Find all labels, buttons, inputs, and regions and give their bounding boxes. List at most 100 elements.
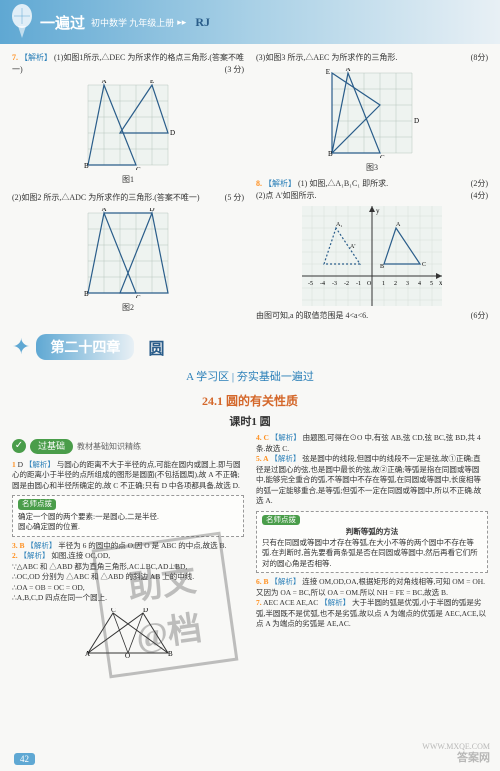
upper-columns: 7. 【解析】 (1)如图1所示,△DEC 为所求作的格点三角形.(答案不唯一)… xyxy=(12,52,488,322)
svg-text:E: E xyxy=(326,68,330,76)
svg-text:C: C xyxy=(136,166,141,170)
chapter-sub: 圆 xyxy=(148,335,164,359)
tip2-title: 判断等弧的方法 xyxy=(262,527,482,538)
br-q5-num: 5. A xyxy=(256,454,269,463)
svg-text:-5: -5 xyxy=(308,281,313,287)
tip-box-2: 名师点拨 判断等弧的方法 只有在同圆或等圆中才存在等弧,在大小不等的两个圆中不存… xyxy=(256,511,488,574)
svg-text:1: 1 xyxy=(382,281,385,287)
q7-number: 7. xyxy=(12,53,18,62)
br-q7-num: 7. xyxy=(256,598,262,607)
watermark-site: 答案网 xyxy=(457,749,490,765)
svg-text:2: 2 xyxy=(394,281,397,287)
svg-text:-2: -2 xyxy=(344,281,349,287)
tip1-header: 名师点拨 xyxy=(18,499,56,510)
svg-text:-4: -4 xyxy=(320,281,325,287)
bl-q1-alabel: 【解析】 xyxy=(25,460,55,469)
q8-part1: (1) 如图,△A₁B₁C₁ 即所求. xyxy=(298,179,388,188)
section-sub: 课时1 圆 xyxy=(12,413,488,429)
bl-q2-alabel: 【解析】 xyxy=(20,551,50,560)
q8-score2: (4分) xyxy=(471,190,488,202)
bl-q2-l2: ∵△ABC 和 △ABD 都为直角三角形,AC⊥BC,AD⊥BD, xyxy=(12,562,244,573)
svg-text:C: C xyxy=(380,154,385,158)
pass-label: 过基础 xyxy=(30,439,73,454)
figure1-box: A E B C D xyxy=(12,80,244,170)
bl-q2-l5: ∴A,B,C,D 四点在同一个圆上. xyxy=(12,593,244,604)
br-q7-alabel: 【解析】 xyxy=(320,598,350,607)
figure3-label: 图3 xyxy=(256,162,488,174)
svg-text:B: B xyxy=(168,650,173,658)
svg-text:C: C xyxy=(422,262,426,268)
right-column: (3)如图3 所示,△AEC 为所求作的三角形. (8分) xyxy=(256,52,488,322)
tip1-line1: 确定一个圆的两个要素:一是圆心,二是半径. xyxy=(18,512,159,521)
bl-q3-num: 3. B xyxy=(12,541,25,550)
br-q4-alabel: 【解析】 xyxy=(271,433,301,442)
svg-text:E: E xyxy=(150,80,154,85)
svg-text:D: D xyxy=(143,608,148,614)
figure1-label: 图1 xyxy=(12,174,244,186)
svg-text:O: O xyxy=(367,281,372,287)
br-q4-num: 4. C xyxy=(256,433,269,442)
svg-text:D: D xyxy=(170,129,175,137)
svg-text:-1: -1 xyxy=(356,281,361,287)
chapter-banner: ✦ 第二十四章 圆 xyxy=(12,334,488,360)
br-q7-arcs: AEC ACE AE,AC xyxy=(263,598,318,607)
svg-text:B: B xyxy=(84,162,89,170)
svg-text:A': A' xyxy=(350,244,355,250)
pass-sub: 教材基础知识精练 xyxy=(77,441,141,452)
balloon-icon xyxy=(8,4,36,40)
bottom-left: ✓ 过基础 教材基础知识精练 1 D 【解析】 与圆心的距离不大于半径的点,可能… xyxy=(12,433,244,662)
tip-box-1: 名师点拨 确定一个圆的两个要素:一是圆心,二是半径. 圆心确定圆的位置. xyxy=(12,495,244,537)
coord-figure: x y O 12 34 5 -1-2 -3-4 -5 A C B A₁ A' xyxy=(256,206,488,306)
q7-part3-text: (3)如图3 所示,△AEC 为所求作的三角形. xyxy=(256,53,397,62)
svg-text:A: A xyxy=(85,650,90,658)
svg-text:C: C xyxy=(136,294,141,298)
bottom-columns: ✓ 过基础 教材基础知识精练 1 D 【解析】 与圆心的距离不大于半径的点,可能… xyxy=(12,433,488,662)
triangle-figure: C D A O B xyxy=(12,608,244,658)
header-title: 一遍过 xyxy=(40,12,85,33)
page-content: 7. 【解析】 (1)如图1所示,△DEC 为所求作的格点三角形.(答案不唯一)… xyxy=(0,44,500,670)
bottom-right: 4. C 【解析】 由题图,可得在⊙O 中,有弦 AB,弦 CD,弦 BC,弦 … xyxy=(256,433,488,662)
svg-text:B: B xyxy=(84,290,89,298)
q8-part2: (2)点 A'如图所示. xyxy=(256,191,317,200)
section-num: 24.1 圆的有关性质 xyxy=(12,392,488,409)
svg-text:A: A xyxy=(396,222,401,228)
svg-text:-3: -3 xyxy=(332,281,337,287)
bl-q2-l4: ∴OA = OB = OC = OD, xyxy=(12,583,244,594)
chapter-title: 第二十四章 xyxy=(36,334,134,360)
page-number: 42 xyxy=(14,753,35,765)
br-q6-alabel: 【解析】 xyxy=(270,577,300,586)
bl-q2-l3: ∴OC,OD 分别为 △ABC 和 △ABD 的斜边 AB 上的中线. xyxy=(12,572,244,583)
q8-score1: (2分) xyxy=(471,178,488,190)
star-icon: ✦ xyxy=(12,334,30,360)
svg-text:x: x xyxy=(439,279,442,287)
pass-basic-row: ✓ 过基础 教材基础知识精练 xyxy=(12,439,244,454)
figure2-box: A D B C xyxy=(12,208,244,298)
bl-q3-alabel: 【解析】 xyxy=(26,541,56,550)
q7-part2-text: (2)如图2 所示,△ADC 为所求作的三角形.(答案不唯一) xyxy=(12,193,200,202)
tip2-text: 只有在同圆或等圆中才存在等弧,在大小不等的两个圆中不存在等弧.在判断时,首先要看… xyxy=(262,538,478,568)
q8-analysis-label: 【解析】 xyxy=(264,179,296,188)
q8-conclusion: 由图可知,a 的取值范围是 4<a<6. xyxy=(256,311,368,320)
q7-analysis-label: 【解析】 xyxy=(20,53,52,62)
q8-score3: (6分) xyxy=(471,310,488,322)
svg-text:D: D xyxy=(414,117,419,125)
q7-score1: (3 分) xyxy=(225,64,244,76)
tip1-line2: 圆心确定圆的位置. xyxy=(18,522,80,531)
tip2-header: 名师点拨 xyxy=(262,515,300,526)
br-q5-alabel: 【解析】 xyxy=(270,454,300,463)
bl-q2-num: 2. xyxy=(12,551,18,560)
bl-q3-text: 半径为 6 的圆中的点 O,因 O 是 ABC 的中点,故选 B. xyxy=(58,541,226,550)
svg-text:O: O xyxy=(125,652,130,658)
svg-text:B: B xyxy=(328,150,333,158)
q8-number: 8. xyxy=(256,179,262,188)
svg-text:A₁: A₁ xyxy=(336,222,342,228)
q7-score2: (5 分) xyxy=(225,192,244,204)
svg-text:B: B xyxy=(380,264,384,270)
svg-text:3: 3 xyxy=(406,281,409,287)
q7-score3: (8分) xyxy=(471,52,488,64)
br-q6-num: 6. B xyxy=(256,577,269,586)
svg-text:y: y xyxy=(376,207,380,215)
header-subtitle: 初中数学 九年级上册 xyxy=(91,16,174,29)
page-header: 一遍过 初中数学 九年级上册 ▸▸ RJ xyxy=(0,0,500,44)
svg-text:C: C xyxy=(111,608,116,614)
